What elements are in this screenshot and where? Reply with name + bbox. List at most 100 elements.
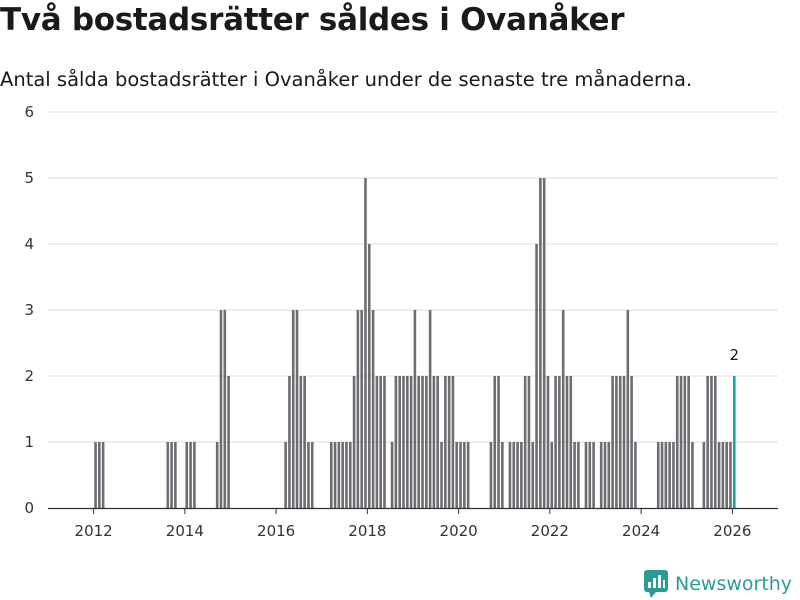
bar-2019-09: [444, 376, 447, 508]
y-tick-label-1: 1: [24, 433, 34, 451]
bar-2018-10: [402, 376, 405, 508]
x-tick-label-2012: 2012: [75, 522, 113, 540]
bar-2021-05: [520, 442, 523, 508]
bar-2024-08: [668, 442, 671, 508]
y-tick-label-6: 6: [24, 103, 34, 121]
bar-2025-09: [717, 442, 721, 508]
bar-2024-07: [664, 442, 668, 508]
bar-2026-01: [732, 376, 736, 508]
bar-2014-09: [215, 442, 219, 508]
bar-2024-11: [679, 376, 683, 508]
bar-2021-07: [527, 376, 531, 508]
bar-2019-12: [455, 442, 459, 508]
bar-2025-11: [725, 442, 728, 508]
bar-2014-12: [227, 376, 230, 508]
bar-2022-11: [588, 442, 592, 508]
bar-2025-02: [691, 442, 694, 508]
bar-2018-01: [367, 244, 371, 508]
bar-2017-04: [333, 442, 337, 508]
newsworthy-logo-icon: [644, 570, 668, 598]
bar-2014-10: [219, 310, 223, 508]
chart-subtitle: Antal sålda bostadsrätter i Ovanåker und…: [0, 68, 693, 91]
bar-2023-10: [630, 376, 633, 508]
bar-2017-06: [341, 442, 344, 508]
bar-2017-10: [356, 310, 360, 508]
x-tick-label-2020: 2020: [440, 522, 478, 540]
bar-2022-10: [584, 442, 588, 508]
bar-2022-08: [577, 442, 580, 508]
annotation-label-2026-01: 2: [730, 346, 740, 364]
bar-2019-03: [421, 376, 424, 508]
bar-2019-10: [447, 376, 451, 508]
bar-2024-05: [656, 442, 660, 508]
bar-2020-01: [459, 442, 462, 508]
bar-2017-03: [329, 442, 333, 508]
bar-2019-01: [413, 310, 417, 508]
bar-2013-08: [166, 442, 170, 508]
bar-2018-09: [398, 376, 401, 508]
bar-2016-04: [288, 376, 291, 508]
bar-2025-07: [710, 376, 713, 508]
bar-2018-05: [383, 376, 386, 508]
bar-2025-10: [721, 442, 725, 508]
bar-2012-03: [101, 442, 105, 508]
bar-2014-02: [189, 442, 192, 508]
bar-2018-03: [375, 376, 379, 508]
bar-2024-10: [675, 376, 679, 508]
bar-2017-11: [360, 310, 363, 508]
y-tick-label-4: 4: [24, 235, 34, 253]
bar-2013-09: [170, 442, 173, 508]
bar-2021-11: [542, 178, 546, 508]
bar-2014-01: [185, 442, 189, 508]
bar-2025-01: [687, 376, 690, 508]
bar-2019-06: [432, 376, 436, 508]
bar-2012-01: [94, 442, 97, 508]
bar-2025-05: [702, 442, 706, 508]
bar-2013-10: [174, 442, 177, 508]
bar-2021-12: [546, 376, 550, 508]
bar-2023-07: [618, 376, 622, 508]
bar-2020-11: [497, 376, 500, 508]
bar-2019-04: [425, 376, 428, 508]
bar-2025-08: [713, 376, 717, 508]
bar-2020-03: [466, 442, 470, 508]
bar-2023-05: [611, 376, 614, 508]
bar-2017-08: [348, 442, 352, 508]
bar-2019-11: [451, 376, 455, 508]
chart-title: Två bostadsrätter såldes i Ovanåker: [0, 2, 625, 38]
bar-2023-06: [615, 376, 618, 508]
bar-2024-12: [683, 376, 687, 508]
bar-2020-10: [493, 376, 497, 508]
bar-2022-06: [569, 376, 573, 508]
x-tick-label-2018: 2018: [348, 522, 386, 540]
bar-2023-09: [626, 310, 630, 508]
bar-2022-01: [550, 442, 554, 508]
bar-2024-09: [672, 442, 675, 508]
x-tick-label-2014: 2014: [166, 522, 204, 540]
bar-2019-07: [436, 376, 440, 508]
bar-2022-03: [558, 376, 561, 508]
bar-2023-11: [634, 442, 637, 508]
bar-2018-04: [379, 376, 382, 508]
bar-2016-06: [295, 310, 299, 508]
bar-2021-02: [508, 442, 512, 508]
bar-2018-11: [405, 376, 409, 508]
bar-2023-04: [607, 442, 611, 508]
bar-2023-02: [599, 442, 603, 508]
y-tick-label-3: 3: [24, 301, 34, 319]
bar-2021-04: [516, 442, 519, 508]
bar-2022-05: [565, 376, 569, 508]
bar-2025-06: [706, 376, 709, 508]
bar-2021-08: [531, 442, 535, 508]
bar-2024-06: [660, 442, 664, 508]
bar-2019-02: [417, 376, 421, 508]
y-tick-label-5: 5: [24, 169, 34, 187]
bar-2016-05: [291, 310, 295, 508]
bar-2019-05: [428, 310, 432, 508]
newsworthy-logo: Newsworthy: [644, 569, 792, 599]
newsworthy-logo-text: Newsworthy: [675, 573, 793, 595]
bar-2020-02: [463, 442, 466, 508]
bar-2019-08: [440, 442, 443, 508]
bar-2020-12: [501, 442, 504, 508]
